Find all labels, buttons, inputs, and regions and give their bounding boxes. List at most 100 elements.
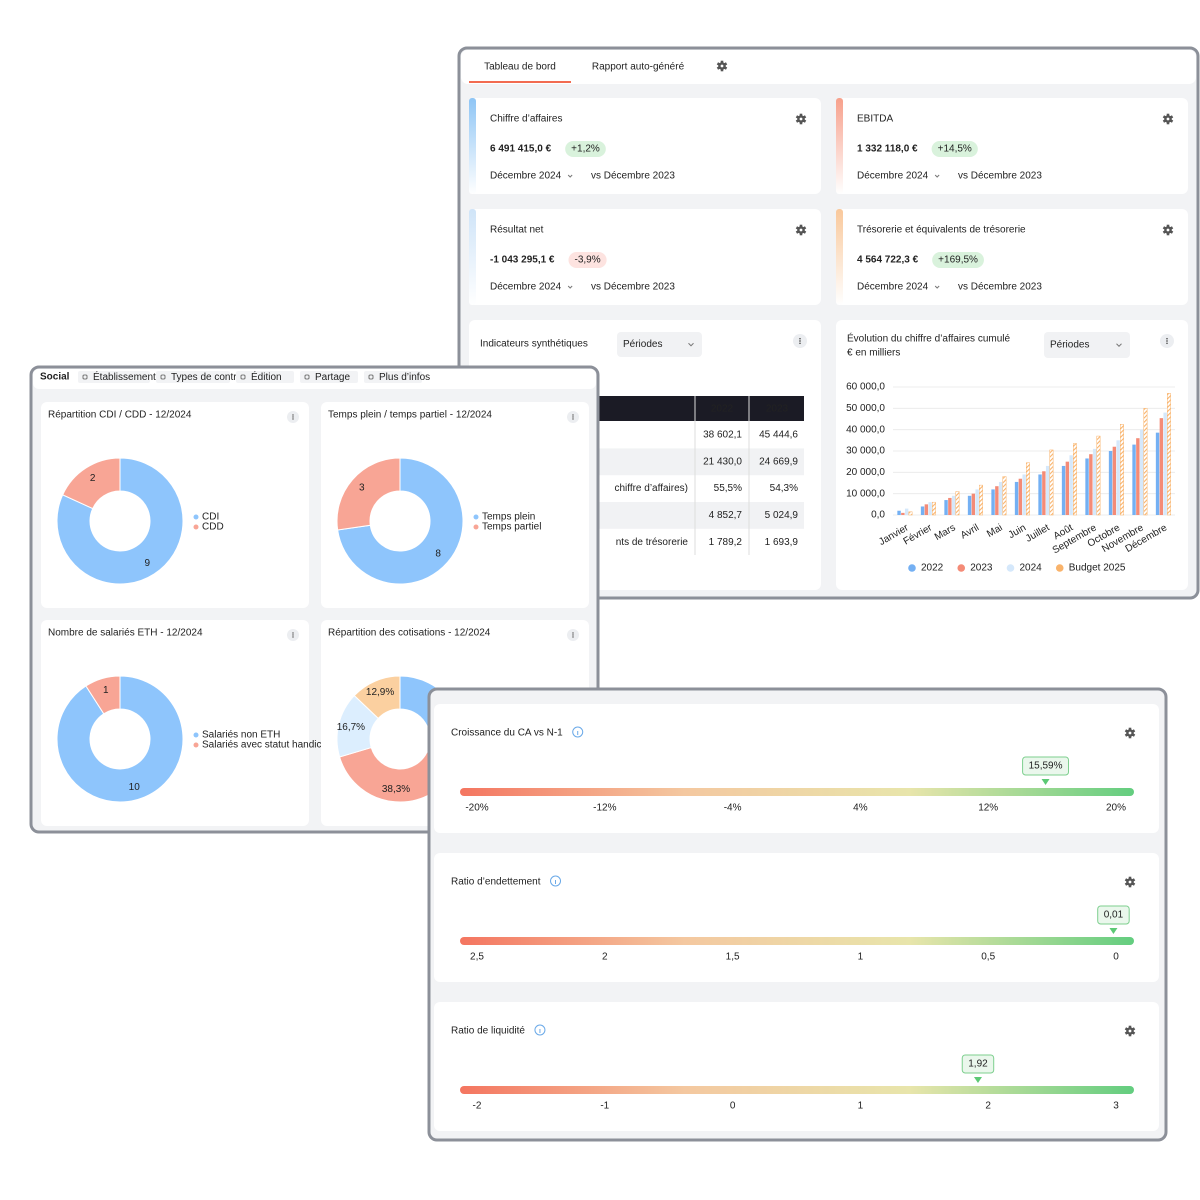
donut-slice	[56, 675, 184, 803]
slice-label: 10	[129, 782, 141, 793]
menu-dot	[292, 414, 294, 416]
menu-dot	[572, 418, 574, 420]
settings-button[interactable]	[1124, 727, 1136, 739]
gear-hole	[1128, 1029, 1132, 1033]
gear-hole	[720, 64, 724, 68]
y-tick-label: 0,0	[871, 510, 885, 521]
y-tick-label: 20 000,0	[846, 467, 885, 478]
menu-dot	[799, 337, 801, 340]
kpi-change-pill	[565, 141, 606, 157]
legend-label: Temps partiel	[482, 522, 541, 533]
toolbar-button[interactable]: Types de contrat	[156, 371, 245, 383]
tab-underline	[469, 81, 571, 83]
gauge-tick-label: 0,5	[981, 952, 995, 963]
gear-hole	[1166, 117, 1170, 121]
settings-button[interactable]	[1124, 1025, 1136, 1037]
gauge-tick-label: -4%	[724, 803, 742, 814]
card	[434, 853, 1159, 982]
toolbar-button[interactable]: Établissements	[78, 370, 161, 383]
tab[interactable]: Rapport auto-généré	[592, 62, 685, 73]
tab[interactable]: Tableau de bord	[484, 62, 556, 73]
menu-dot	[292, 416, 294, 418]
bar	[1045, 465, 1050, 515]
bar	[1116, 440, 1120, 515]
gauge-bar	[460, 788, 1134, 796]
y-tick-label: 30 000,0	[846, 446, 885, 457]
gauge-tick-label: 12%	[978, 803, 998, 814]
settings-button[interactable]	[795, 113, 807, 125]
bar	[1112, 446, 1117, 515]
bar	[955, 491, 960, 516]
dropdown-label: Périodes	[623, 339, 662, 350]
dropdown[interactable]: Périodes	[1044, 332, 1130, 358]
settings-button[interactable]	[1162, 224, 1174, 236]
kpi-value: 4 564 722,3 €	[857, 255, 919, 266]
toolbar-button[interactable]: Édition	[236, 370, 294, 383]
column-header: 2022	[711, 404, 734, 415]
settings-button[interactable]	[795, 224, 807, 236]
gear-tooth	[799, 224, 803, 228]
dropdown-bg	[617, 332, 702, 357]
gauge-value-pill	[961, 1054, 995, 1074]
kpi-period[interactable]: Décembre 2024	[857, 282, 929, 293]
settings-button[interactable]	[1124, 876, 1136, 888]
cell: 5 024,9	[765, 510, 799, 521]
toolbar-button[interactable]: Plus d’infos	[364, 371, 430, 383]
gauge-title: Ratio de liquidité	[451, 1026, 525, 1037]
legend-marker	[473, 524, 479, 530]
bar	[932, 501, 936, 516]
dropdown[interactable]: Périodes	[617, 332, 702, 357]
donut-slice	[336, 457, 401, 531]
toolbar-button[interactable]: Partage	[300, 371, 358, 383]
bar	[1163, 412, 1167, 515]
gauge-tick-label: 4%	[853, 803, 868, 814]
info-icon[interactable]	[534, 1024, 546, 1036]
kpi-period[interactable]: Décembre 2024	[490, 282, 562, 293]
bar	[924, 504, 929, 515]
kpi-period[interactable]: Décembre 2024	[857, 171, 929, 182]
card	[434, 1002, 1159, 1131]
legend-label: CDD	[202, 522, 224, 533]
bar	[897, 510, 901, 515]
kpi-period[interactable]: Décembre 2024	[490, 171, 562, 182]
bar	[1022, 474, 1026, 515]
row-label: chiffre d’affaires)	[614, 483, 688, 494]
gear-tooth	[1166, 232, 1170, 236]
gauge-tick-label: 20%	[1106, 803, 1126, 814]
info-icon[interactable]	[572, 726, 584, 738]
menu-button[interactable]	[567, 411, 579, 423]
gauge-title: Ratio d’endettement	[451, 877, 541, 888]
button-bg	[156, 371, 230, 383]
bar	[1085, 458, 1089, 515]
menu-button[interactable]	[287, 411, 299, 423]
kpi-compare: vs Décembre 2023	[958, 171, 1042, 182]
bar	[1108, 451, 1113, 515]
info-icon[interactable]	[550, 875, 562, 887]
settings-button[interactable]	[716, 60, 728, 72]
card	[469, 209, 821, 305]
menu-dot	[292, 632, 294, 634]
kpi-change: +169,5%	[938, 255, 978, 266]
bar	[1092, 448, 1097, 515]
y-tick-label: 60 000,0	[846, 382, 885, 393]
gauge-value-label: 0,01	[1104, 910, 1124, 921]
button-icon	[160, 374, 166, 380]
donut-slice	[85, 675, 121, 715]
gauge-tick-label: 2	[602, 952, 608, 963]
menu-dot	[292, 634, 294, 636]
window: Tableau de bord Rapport auto-généré Chiffr…	[457, 46, 1200, 600]
bar	[928, 502, 932, 515]
tab-bar	[461, 50, 1196, 84]
menu-button[interactable]	[1160, 334, 1174, 348]
bar	[1061, 465, 1066, 515]
settings-button[interactable]	[1162, 113, 1174, 125]
menu-button[interactable]	[287, 629, 299, 641]
gauge-marker	[973, 1077, 982, 1083]
bar	[975, 489, 979, 515]
bar	[971, 493, 976, 515]
menu-dot	[1166, 342, 1168, 345]
bar	[1018, 478, 1023, 515]
menu-button[interactable]	[793, 334, 807, 348]
menu-button[interactable]	[567, 629, 579, 641]
